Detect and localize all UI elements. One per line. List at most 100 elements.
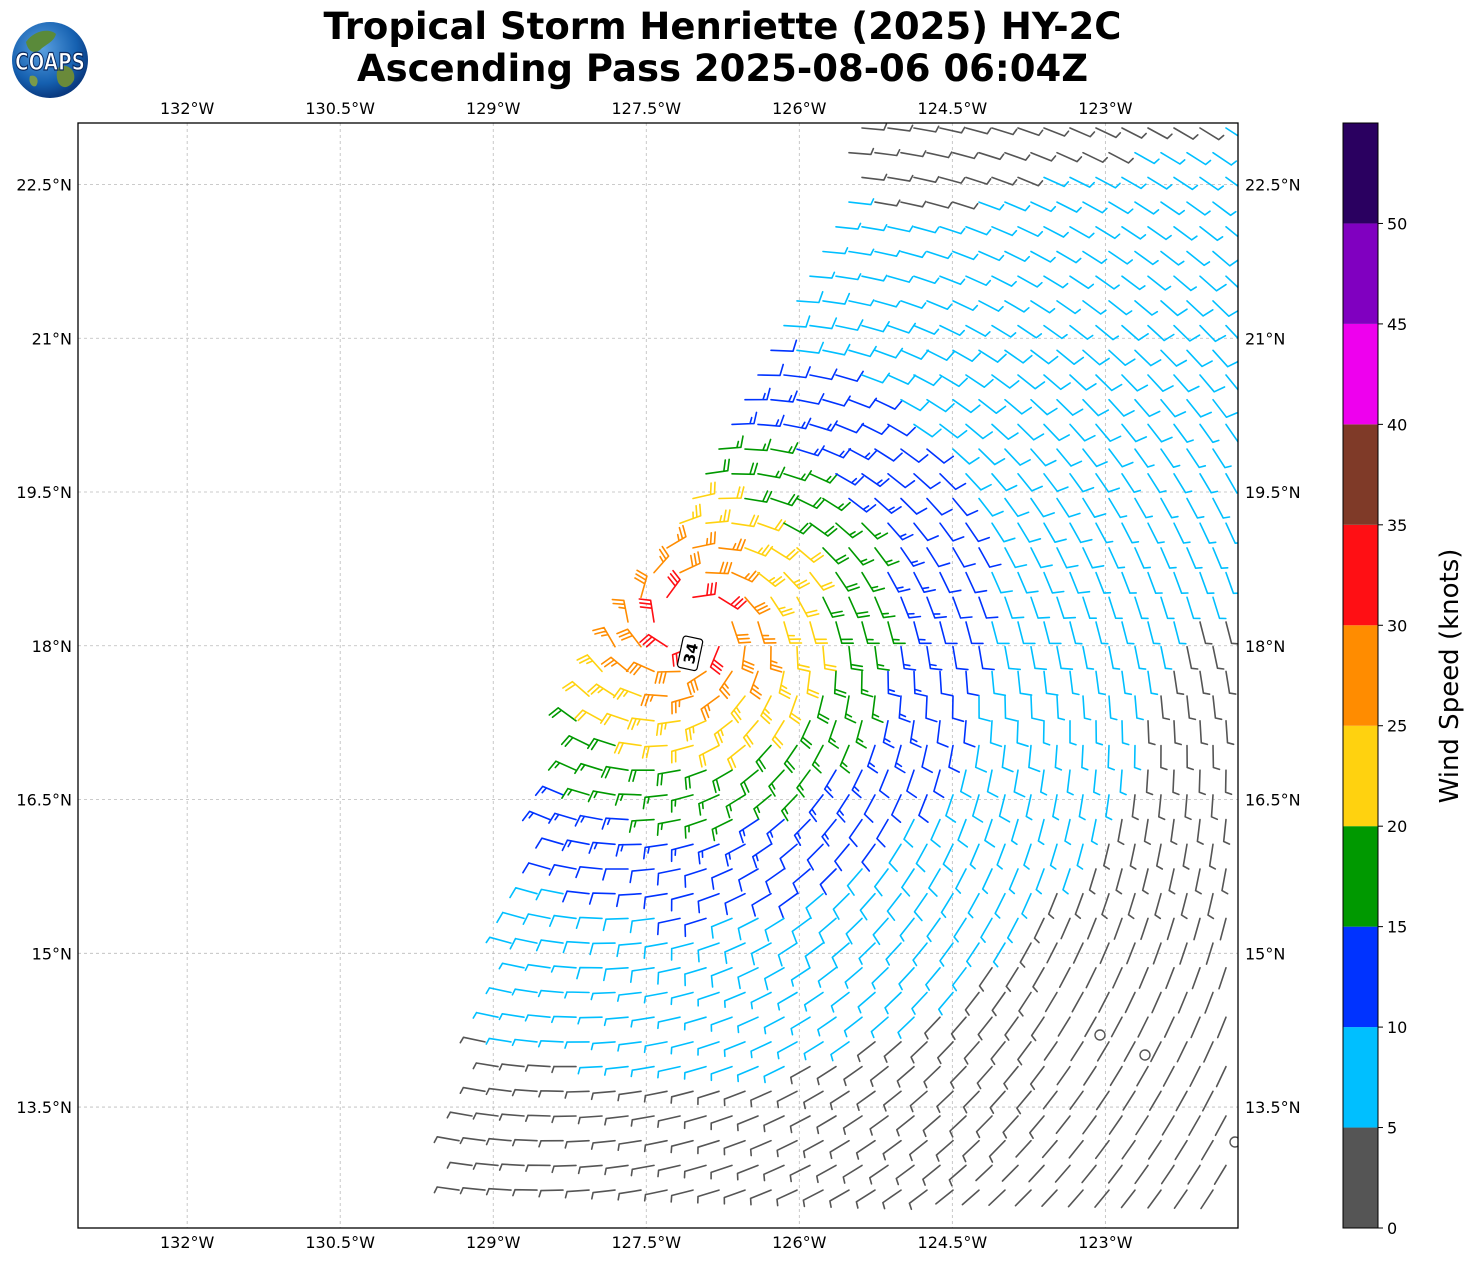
wind-barb	[1175, 1090, 1188, 1112]
wind-barb	[1108, 497, 1128, 519]
wind-barb	[670, 794, 694, 813]
wind-barb	[791, 917, 811, 943]
wind-barb	[1121, 571, 1137, 594]
wind-barb	[922, 1115, 941, 1138]
wind-barb	[1187, 1164, 1201, 1185]
wind-barb	[965, 324, 991, 337]
wind-barb	[654, 670, 681, 684]
wind-barb	[551, 1164, 577, 1174]
wind-barb	[1173, 571, 1189, 594]
wind-barb	[1095, 374, 1123, 392]
wind-barb	[1160, 744, 1168, 771]
wind-barb	[1041, 1189, 1058, 1207]
wind-barb	[602, 868, 629, 881]
wind-barb	[1082, 596, 1097, 619]
wind-barb	[679, 551, 701, 574]
wind-barb	[887, 225, 914, 233]
wind-barb	[535, 888, 564, 901]
wind-barb	[551, 1015, 577, 1024]
wind-barb	[1004, 151, 1031, 161]
wind-barb	[1007, 917, 1019, 944]
wind-barb	[817, 967, 837, 988]
wind-barb	[1043, 226, 1069, 238]
wind-barb	[926, 547, 951, 568]
wind-barb	[564, 1189, 590, 1199]
wind-barb	[1018, 991, 1032, 1017]
wind-barb	[1057, 1016, 1071, 1037]
wind-barb	[915, 843, 928, 873]
wind-barb	[1030, 201, 1057, 213]
wind-barb	[1173, 621, 1187, 645]
wind-barb	[839, 744, 851, 774]
wind-barb	[948, 1164, 967, 1187]
wind-barb	[1043, 176, 1070, 188]
wind-barb	[952, 547, 976, 568]
lon-tick-label-top: 126°W	[772, 99, 827, 118]
wind-barb	[643, 1139, 668, 1153]
wind-barb	[1218, 967, 1227, 990]
storm-intensity-label: 34	[680, 641, 702, 665]
plot-title: Tropical Storm Henriette (2025) HY-2C As…	[0, 6, 1445, 90]
wind-barb	[1084, 1016, 1097, 1038]
wind-barb	[1081, 1164, 1097, 1184]
wind-barb	[564, 991, 590, 999]
wind-barb	[1115, 868, 1123, 895]
wind-barb	[896, 1065, 915, 1088]
wind-barb	[861, 173, 888, 181]
wind-barb	[1177, 991, 1188, 1014]
wind-barb	[965, 374, 994, 388]
wind-barb	[1147, 226, 1172, 241]
wind-barb	[936, 720, 949, 748]
wind-barb	[1016, 720, 1029, 747]
wind-barb	[1160, 300, 1188, 317]
wind-barb	[587, 790, 616, 803]
wind-barb	[1134, 398, 1161, 418]
wind-barb	[1095, 473, 1120, 493]
wind-barb	[1017, 176, 1044, 187]
wind-barb	[910, 1041, 928, 1064]
wind-barb	[590, 1139, 616, 1150]
wind-barb	[548, 707, 577, 722]
wind-barb	[823, 769, 837, 799]
wind-barb	[861, 843, 876, 872]
wind-barb	[1170, 818, 1178, 845]
colorbar-tick-label: 50	[1387, 214, 1407, 233]
wind-barb	[900, 398, 929, 412]
wind-barb	[809, 317, 838, 330]
wind-barb	[1174, 1139, 1188, 1161]
wind-barb	[1069, 522, 1093, 544]
wind-barb	[670, 1139, 694, 1154]
wind-barb	[1186, 497, 1205, 519]
wind-barb	[683, 1065, 707, 1080]
wind-barb	[918, 794, 929, 823]
wind-barb	[731, 514, 760, 528]
wind-barb	[1224, 769, 1233, 796]
wind-barb	[789, 1164, 811, 1183]
wind-barb	[737, 917, 759, 941]
wind-barb	[851, 769, 863, 799]
lat-tick-label-left: 15°N	[32, 944, 72, 963]
wind-barb	[1134, 695, 1144, 721]
colorbar: 0 5 10 15 20 25 30 35 40 45 50	[1342, 122, 1407, 1238]
wind-barb	[939, 942, 954, 967]
wind-barb	[697, 843, 720, 865]
wind-barb	[887, 571, 911, 593]
wind-barb	[991, 473, 1018, 492]
wind-barb	[790, 1065, 811, 1085]
wind-barb	[1156, 843, 1164, 870]
wind-barb	[1182, 843, 1190, 870]
wind-barb	[1004, 300, 1030, 313]
wind-barb	[1101, 892, 1110, 920]
wind-barb	[550, 965, 577, 973]
wind-barb	[723, 991, 746, 1008]
wind-barb	[1134, 448, 1155, 468]
wind-barb	[1214, 1115, 1227, 1137]
wind-barb	[498, 1063, 525, 1071]
wind-barb	[822, 395, 851, 407]
wind-barb	[863, 794, 876, 823]
wind-barb	[965, 127, 992, 135]
wind-barb	[679, 503, 702, 524]
wind-barb	[524, 1014, 551, 1022]
wind-barb	[511, 988, 538, 996]
wind-barb	[1147, 720, 1156, 746]
